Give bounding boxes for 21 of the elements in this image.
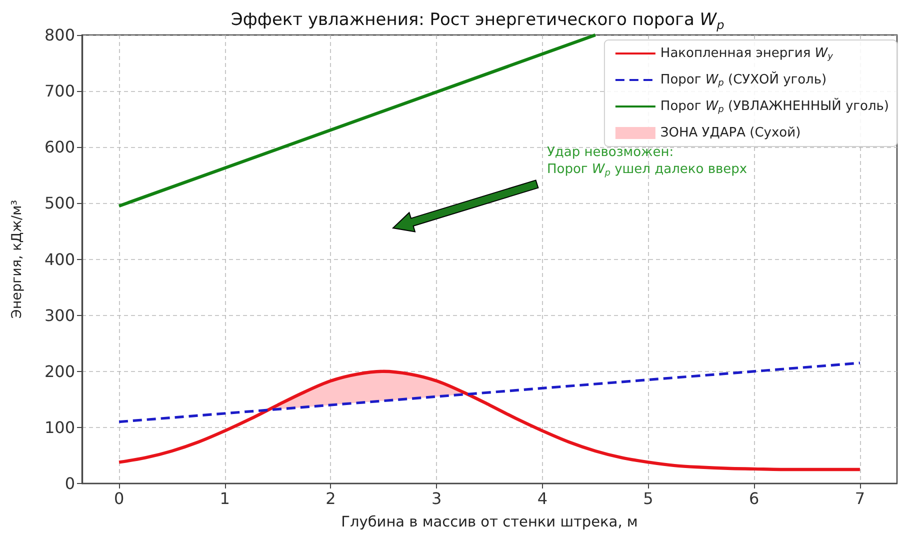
y-tick-label: 400 bbox=[44, 250, 75, 269]
y-tick-label: 0 bbox=[64, 474, 75, 493]
y-tick-label: 100 bbox=[44, 418, 75, 437]
line-series bbox=[117, 370, 862, 472]
y-tick-label: 800 bbox=[44, 26, 75, 44]
y-tick-label: 700 bbox=[44, 82, 75, 101]
x-tick-label: 2 bbox=[326, 489, 336, 508]
y-tick-label: 600 bbox=[44, 138, 75, 157]
x-tick-label: 6 bbox=[749, 489, 760, 508]
x-tick-label: 7 bbox=[854, 489, 866, 508]
x-tick-label: 3 bbox=[431, 489, 442, 508]
y-tick-label: 200 bbox=[44, 362, 75, 381]
legend-label: ЗОНА УДАРА (Сухой) bbox=[660, 126, 801, 140]
x-axis-title: Глубина в массив от стенки штрека, м bbox=[341, 514, 638, 530]
x-tick-label: 1 bbox=[220, 489, 230, 508]
x-tick-label: 0 bbox=[114, 489, 124, 508]
y-tick-label: 300 bbox=[44, 306, 75, 325]
y-axis-title: Энергия, кДж/м³ bbox=[9, 200, 25, 319]
y-tick-label: 500 bbox=[44, 194, 75, 213]
x-tick-label: 5 bbox=[643, 489, 654, 508]
x-tick-label: 4 bbox=[537, 489, 548, 508]
